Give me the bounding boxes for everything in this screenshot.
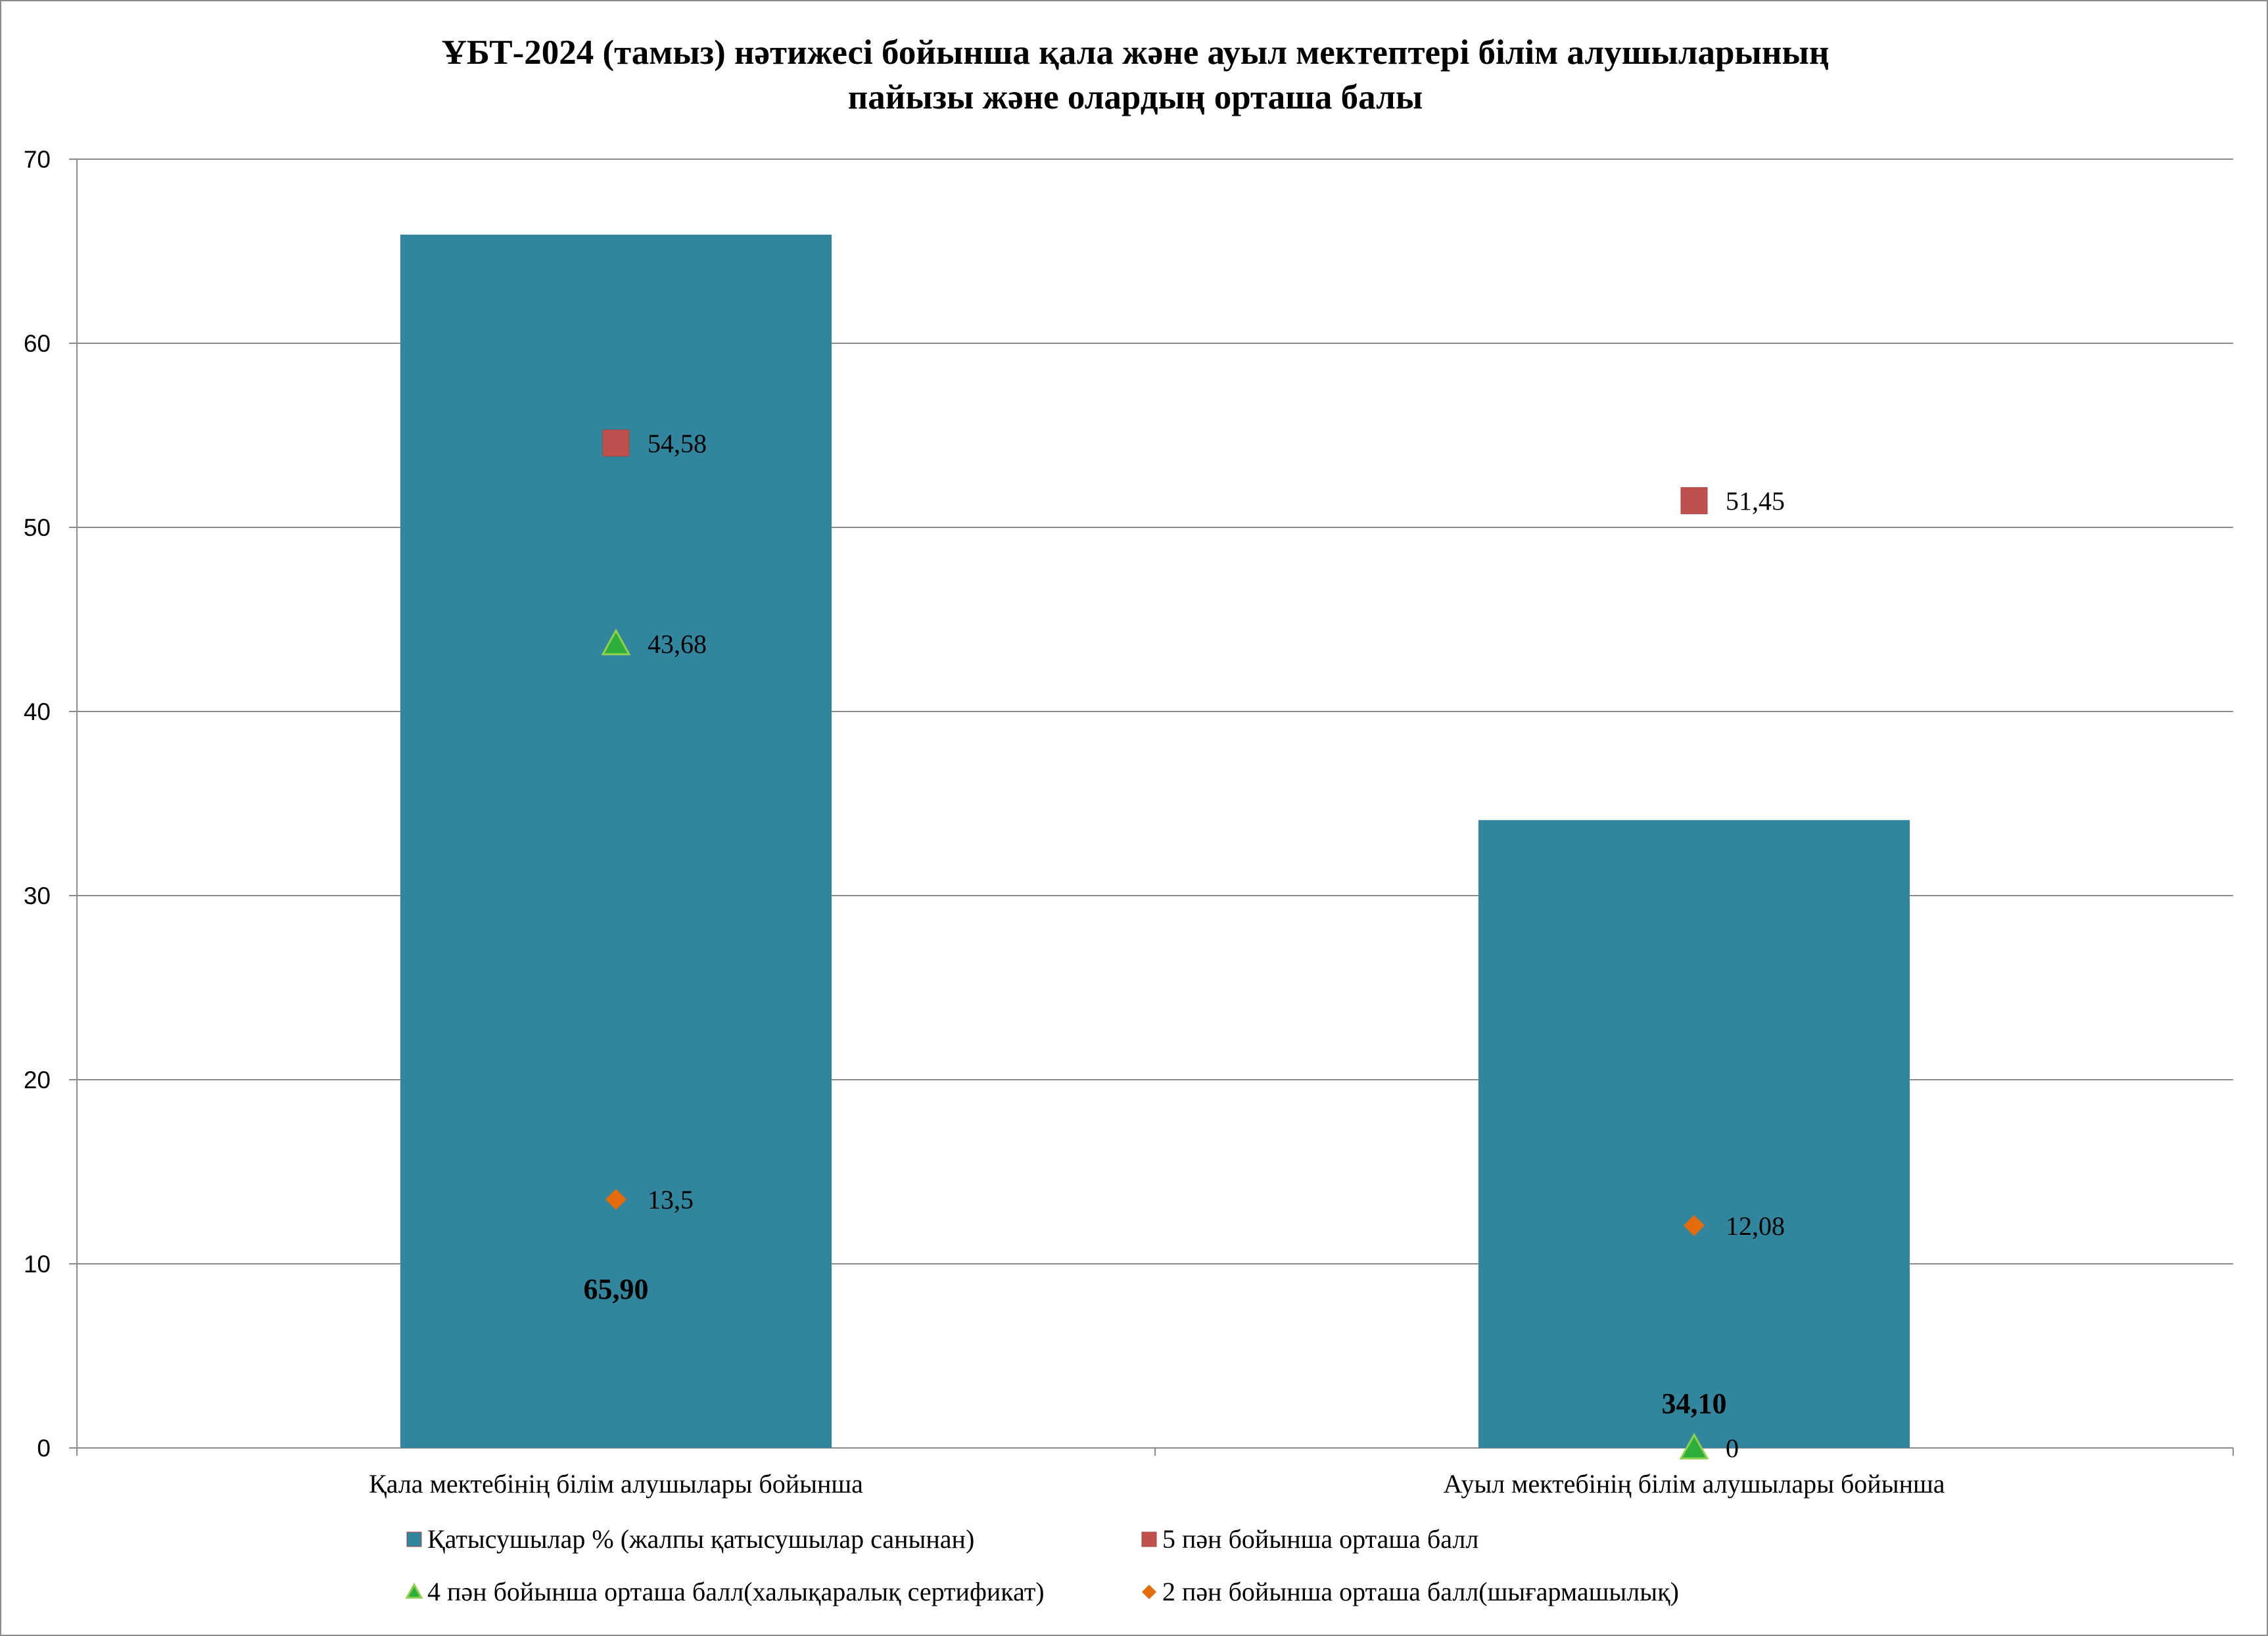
marker-data-label: 51,45: [1726, 486, 1785, 516]
marker-data-label: 54,58: [648, 429, 707, 458]
marker-triangle: [1679, 1432, 1709, 1460]
bar: [400, 234, 832, 1448]
marker-data-label: 43,68: [648, 629, 707, 659]
legend-label: Қатысушылар % (жалпы қатысушылар санынан…: [427, 1524, 974, 1554]
marker-diamond: [1684, 1215, 1705, 1236]
chart-title-line: пайызы және олардың орташа балы: [848, 78, 1423, 116]
marker-data-label: 0: [1726, 1433, 1739, 1463]
legend-marker-square: [1141, 1531, 1157, 1547]
bar-data-label: 65,90: [584, 1273, 649, 1305]
marker-data-label: 13,5: [648, 1185, 694, 1215]
marker-data-label: 12,08: [1726, 1211, 1785, 1241]
marker-diamond: [605, 1189, 626, 1210]
y-tick-label: 20: [24, 1067, 51, 1094]
legend-label: 2 пән бойынша орташа балл(шығармашылық): [1162, 1577, 1679, 1606]
y-tick-label: 50: [24, 514, 51, 541]
y-tick-label: 30: [24, 882, 51, 909]
chart-title: ҰБТ-2024 (тамыз) нәтижесі бойынша қала ж…: [442, 34, 1830, 116]
markers: 54,58 51,45 43,68 0 13,5 12,08: [601, 429, 1785, 1463]
bar: [1478, 820, 1910, 1448]
legend-marker-triangle: [405, 1582, 423, 1599]
x-category-label: Ауыл мектебінің білім алушылары бойынша: [1443, 1469, 1945, 1499]
legend: Қатысушылар % (жалпы қатысушылар санынан…: [405, 1524, 1679, 1606]
legend-marker-diamond: [1142, 1585, 1156, 1599]
marker-square: [1680, 487, 1708, 514]
chart-title-line: ҰБТ-2024 (тамыз) нәтижесі бойынша қала ж…: [442, 34, 1830, 72]
y-tick-label: 10: [24, 1251, 51, 1278]
y-tick-label: 0: [37, 1435, 51, 1462]
y-tick-label: 40: [24, 698, 51, 725]
marker-triangle: [601, 628, 631, 656]
y-tick-label: 70: [24, 146, 51, 173]
legend-label: 5 пән бойынша орташа балл: [1162, 1524, 1478, 1554]
bar-data-label: 34,10: [1662, 1387, 1727, 1420]
bars: 65,90 34,10: [400, 234, 1910, 1448]
marker-square: [602, 429, 630, 457]
x-category-label: Қала мектебінің білім алушылары бойынша: [369, 1469, 863, 1499]
y-tick-label: 60: [24, 330, 51, 357]
legend-label: 4 пән бойынша орташа балл(халықаралық се…: [427, 1577, 1045, 1606]
legend-marker-square: [406, 1531, 422, 1547]
